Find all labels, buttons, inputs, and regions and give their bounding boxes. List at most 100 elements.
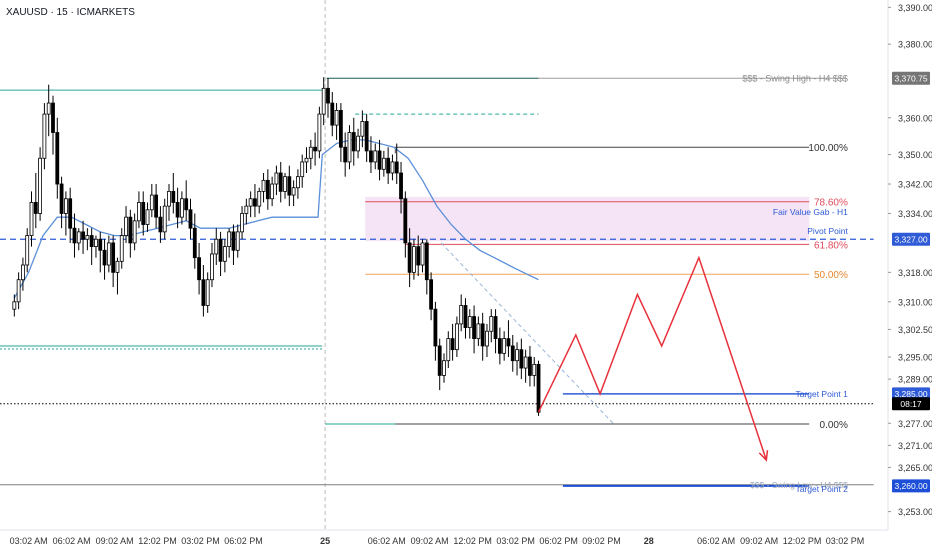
candle[interactable] [210, 242, 214, 288]
candle[interactable] [12, 294, 17, 317]
candle[interactable] [433, 301, 438, 361]
candle[interactable] [485, 323, 489, 358]
candle[interactable] [437, 338, 442, 391]
price-tag-target2[interactable] [892, 479, 930, 493]
candle[interactable] [240, 206, 244, 240]
candle[interactable] [510, 334, 515, 372]
candle[interactable] [394, 143, 399, 185]
candle[interactable] [59, 176, 64, 229]
candle[interactable] [63, 191, 68, 236]
candle[interactable] [454, 316, 459, 358]
candle[interactable] [124, 206, 128, 243]
candle[interactable] [459, 294, 464, 332]
candle[interactable] [81, 220, 85, 254]
candle[interactable] [137, 191, 141, 229]
candle[interactable] [175, 187, 180, 229]
candle[interactable] [106, 235, 111, 273]
candle[interactable] [407, 228, 412, 288]
candle[interactable] [265, 169, 270, 210]
candle[interactable] [111, 235, 116, 288]
candle[interactable] [278, 161, 283, 203]
candle[interactable] [296, 169, 300, 199]
plot-area[interactable]: $$$ - Swing High - H4 $$$ 100.00% 78.60%Fa… [0, 0, 874, 530]
candle[interactable] [89, 228, 94, 265]
candle[interactable] [72, 213, 77, 258]
candle[interactable] [424, 239, 429, 295]
candle[interactable] [179, 191, 184, 225]
candle[interactable] [442, 353, 446, 383]
candle[interactable] [416, 235, 421, 277]
price-tag-pivot[interactable] [892, 232, 930, 246]
price-axis[interactable]: 3,390.00 3,380.00 3,360.00 3,350.00 3,342.00… [887, 0, 932, 530]
candle[interactable] [227, 228, 232, 258]
candle[interactable] [343, 132, 348, 177]
candle[interactable] [167, 184, 171, 221]
candle[interactable] [291, 180, 296, 207]
candle[interactable] [334, 103, 339, 140]
time-axis[interactable]: 03:02 AM 06:02 AM 09:02 AM 12:02 PM 03:02 PM… [0, 529, 888, 546]
candle[interactable] [205, 272, 210, 313]
price-tag-swing_high[interactable] [892, 71, 930, 85]
candle[interactable] [55, 117, 60, 199]
candle[interactable] [523, 349, 528, 383]
candle[interactable] [184, 180, 189, 221]
candle[interactable] [326, 78, 330, 118]
candle[interactable] [21, 257, 25, 291]
candle[interactable] [158, 206, 163, 243]
candle[interactable] [347, 125, 352, 170]
candle[interactable] [321, 77, 326, 126]
candle[interactable] [270, 176, 275, 207]
candle[interactable] [235, 224, 240, 258]
candle[interactable] [308, 139, 313, 170]
candle[interactable] [16, 272, 21, 310]
candle[interactable] [132, 213, 137, 251]
candle[interactable] [287, 165, 292, 207]
candle[interactable] [390, 154, 395, 181]
candle[interactable] [25, 228, 30, 273]
candle[interactable] [403, 191, 408, 258]
candle[interactable] [351, 117, 356, 166]
candle[interactable] [94, 235, 98, 258]
candle[interactable] [386, 147, 391, 185]
candle[interactable] [364, 114, 369, 162]
price-tag-current_time[interactable] [892, 397, 930, 411]
candle[interactable] [472, 305, 476, 354]
candle[interactable] [420, 239, 425, 273]
candle[interactable] [274, 165, 279, 196]
candle[interactable] [377, 139, 382, 181]
candle[interactable] [515, 342, 519, 376]
candle[interactable] [330, 92, 335, 137]
candle[interactable] [463, 298, 468, 339]
candle[interactable] [149, 184, 154, 218]
candle[interactable] [171, 172, 176, 214]
candle[interactable] [188, 198, 193, 240]
candle[interactable] [476, 316, 481, 346]
candle[interactable] [222, 239, 227, 273]
candle[interactable] [102, 239, 107, 280]
candle[interactable] [338, 103, 343, 162]
candle[interactable] [248, 191, 253, 218]
candle[interactable] [197, 242, 201, 295]
candle[interactable] [369, 136, 373, 173]
candle[interactable] [42, 103, 47, 170]
candle[interactable] [141, 191, 146, 236]
candle[interactable] [38, 147, 43, 221]
candle[interactable] [119, 228, 124, 269]
candle[interactable] [29, 191, 34, 247]
candle[interactable] [300, 154, 305, 188]
candle[interactable] [145, 202, 150, 232]
candle[interactable] [399, 161, 403, 214]
candle[interactable] [128, 209, 133, 258]
candle[interactable] [244, 198, 249, 225]
candle[interactable] [192, 213, 197, 269]
candle[interactable] [360, 110, 365, 148]
candle[interactable] [467, 309, 472, 339]
projection-path-line[interactable] [537, 255, 768, 461]
candle[interactable] [214, 228, 219, 265]
candle[interactable] [373, 143, 378, 170]
candle[interactable] [429, 272, 434, 321]
fair-value-gap-zone[interactable] [365, 196, 810, 242]
candle[interactable] [480, 312, 485, 361]
candle[interactable] [257, 187, 262, 214]
